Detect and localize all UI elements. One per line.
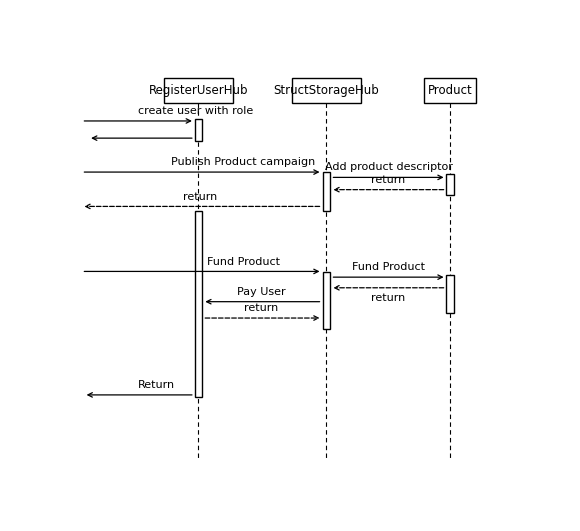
Text: Add product descriptor: Add product descriptor — [325, 162, 452, 173]
Text: return: return — [371, 293, 405, 303]
Text: Publish Product campaign: Publish Product campaign — [171, 157, 316, 167]
Text: return: return — [371, 175, 405, 185]
Text: Product: Product — [427, 84, 473, 97]
Bar — [164, 78, 233, 102]
Text: Return: Return — [137, 380, 175, 390]
Text: return: return — [183, 192, 218, 201]
Text: Pay User: Pay User — [237, 287, 285, 297]
Bar — [446, 275, 454, 313]
Text: create user with role: create user with role — [137, 106, 253, 116]
Text: StructStorageHub: StructStorageHub — [274, 84, 379, 97]
Bar — [322, 172, 330, 211]
Bar — [424, 78, 476, 102]
Bar — [446, 174, 454, 195]
Bar — [292, 78, 361, 102]
Text: Fund Product: Fund Product — [207, 256, 280, 267]
Bar — [322, 272, 330, 329]
Text: Fund Product: Fund Product — [352, 262, 425, 272]
Text: RegisterUserHub: RegisterUserHub — [148, 84, 248, 97]
Text: return: return — [244, 303, 278, 313]
Bar — [194, 211, 202, 397]
Bar — [194, 119, 202, 141]
